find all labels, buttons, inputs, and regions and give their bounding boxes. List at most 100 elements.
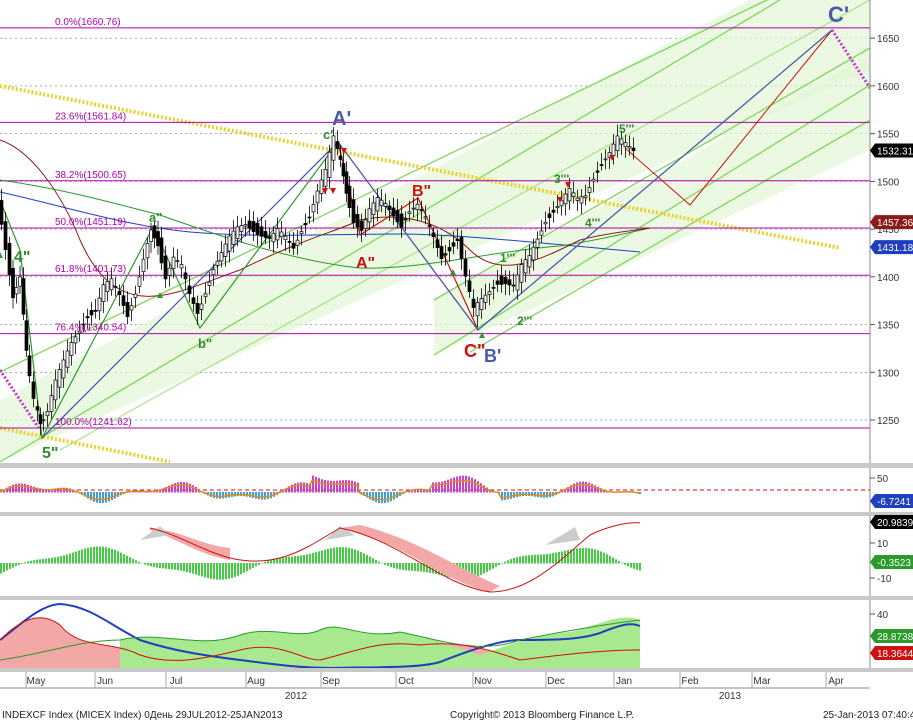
osc2-bar	[621, 562, 623, 564]
osc2-bar	[483, 563, 485, 574]
osc2-bar	[534, 554, 536, 564]
osc2-bar	[261, 563, 263, 564]
osc2-bar	[507, 560, 509, 564]
osc2-bar	[141, 562, 143, 564]
osc1-bar	[438, 482, 440, 493]
osc2-bar	[243, 563, 245, 573]
sell-signal-arrow	[322, 188, 328, 194]
osc2-bar	[57, 556, 59, 564]
candle-body	[375, 197, 380, 212]
osc2-bar	[267, 560, 269, 564]
osc2-bar	[33, 560, 35, 564]
osc2-bar	[579, 548, 581, 564]
osc2-bar	[27, 561, 29, 564]
x-tick-label: Feb	[681, 676, 699, 687]
osc1-bar	[60, 487, 62, 493]
candle-body	[239, 225, 244, 232]
candle-body	[137, 276, 142, 287]
osc2-bar	[9, 563, 11, 569]
osc2-bar	[300, 555, 302, 564]
main-y-ticks: 1250 1300 1350 1400 1450 1500 1550 1600 1650	[870, 34, 900, 427]
candle-body	[603, 158, 608, 161]
candle-body	[359, 220, 364, 232]
main-y-tick-label: 1650	[877, 34, 900, 45]
fib-level-label: 38.2%(1500.65)	[55, 170, 126, 181]
candle-body	[53, 379, 58, 401]
elliott-wave-label: 4'''	[585, 216, 600, 230]
candle-body	[407, 211, 412, 214]
osc1-bar	[336, 480, 338, 493]
osc2-bar	[216, 563, 218, 580]
candle-body	[571, 192, 576, 197]
osc2-bar	[630, 563, 632, 568]
osc2-bar	[165, 563, 167, 569]
candle-body	[327, 151, 332, 178]
candle-body	[431, 232, 436, 238]
osc2-bar	[75, 551, 77, 564]
osc2-bar	[528, 555, 530, 564]
osc2-bar	[321, 550, 323, 564]
osc1-bar	[351, 480, 353, 493]
osc1-bar	[441, 481, 443, 493]
osc2-bar	[309, 553, 311, 564]
sell-signal-arrow	[565, 182, 571, 188]
osc1-bar	[444, 480, 446, 493]
candle-body	[379, 199, 384, 207]
osc2-bar	[351, 548, 353, 564]
candle-body	[463, 258, 468, 277]
osc2-bar	[591, 548, 593, 564]
osc2-bar	[402, 563, 404, 570]
price-tag	[870, 240, 913, 255]
candlesticks	[0, 124, 636, 436]
osc2-bar	[618, 560, 620, 564]
candle-body	[251, 221, 256, 233]
osc1-bar	[471, 477, 473, 493]
candle-body	[495, 280, 500, 285]
sub-price-tag	[870, 494, 913, 508]
osc2-bar	[636, 563, 638, 570]
osc1-bar	[327, 480, 329, 493]
candle-body	[159, 237, 164, 264]
price-tag-label: 1457.36	[877, 218, 913, 229]
candle-body	[399, 213, 404, 228]
osc2-bar	[516, 557, 518, 564]
sub-price-tag-label: 20.9839	[877, 518, 913, 529]
osc1-bar	[57, 488, 59, 493]
osc2-bar	[495, 563, 497, 567]
candle-body	[203, 293, 208, 298]
candle-body	[49, 395, 54, 412]
osc1-bar	[330, 480, 332, 493]
osc2-bar	[555, 552, 557, 564]
osc2-bar	[183, 563, 185, 572]
osc1-bar	[93, 492, 95, 502]
osc2-bar	[594, 549, 596, 564]
candle-body	[199, 303, 204, 310]
year-labels: 2012 2013	[285, 691, 742, 702]
osc1-bar	[48, 489, 50, 493]
osc2-bar	[102, 546, 104, 564]
osc2-bar	[282, 557, 284, 564]
candle-body	[515, 274, 520, 291]
osc2-bar	[627, 563, 629, 567]
candle-body	[587, 187, 592, 193]
osc2-bar	[204, 563, 206, 578]
sell-signal-arrow	[330, 188, 336, 194]
candle-body	[591, 178, 596, 182]
osc2-bar	[585, 547, 587, 564]
osc1-bar	[561, 491, 563, 493]
osc2-bar	[144, 563, 146, 565]
osc2-bar	[564, 550, 566, 564]
osc2-bar	[150, 563, 152, 567]
osc1-bar	[411, 489, 413, 493]
candle-body	[69, 342, 74, 356]
osc1-bar	[576, 482, 578, 493]
x-tick-labels: May Jun Jul Aug Sep Oct Nov Dec Jan Feb Mar Apr	[25, 672, 844, 688]
osc1-bar	[429, 489, 431, 493]
osc1-bar	[222, 492, 224, 499]
osc1-bar	[30, 485, 32, 493]
candle-body	[351, 199, 356, 223]
osc2-bar	[201, 563, 203, 577]
osc2-bar	[297, 555, 299, 564]
elliott-wave-label: 4"	[14, 249, 30, 266]
